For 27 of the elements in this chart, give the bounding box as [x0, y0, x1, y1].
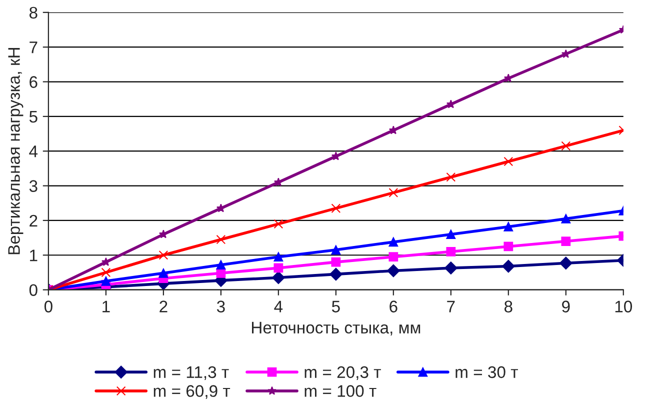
y-tick-label: 3 — [29, 180, 38, 192]
y-tick-label: 0 — [29, 284, 38, 296]
y-axis-title: Вертикальная нагрузка, кН — [8, 48, 24, 254]
x-tick-label: 2 — [160, 300, 168, 312]
y-tick-label: 6 — [30, 76, 38, 88]
legend-label: m = 60,9 т — [154, 385, 230, 399]
x-tick-label: 6 — [390, 300, 398, 312]
y-tick-label: 1 — [30, 250, 38, 262]
x-axis-title: Неточность стыка, мм — [252, 322, 420, 336]
y-tick-label: 2 — [30, 214, 38, 226]
y-tick-label: 4 — [29, 146, 38, 158]
y-tick-label: 5 — [29, 111, 38, 123]
legend-label: m = 20,3 т — [304, 366, 381, 380]
x-tick-label: 0 — [44, 300, 52, 312]
x-tick-label: 8 — [504, 300, 512, 312]
legend-label: m = 30 т — [456, 366, 518, 378]
y-tick-label: 7 — [30, 42, 38, 54]
x-tick-label: 9 — [562, 300, 570, 312]
x-tick-label: 5 — [332, 300, 340, 312]
x-tick-label: 3 — [216, 300, 225, 312]
y-tick-label: 8 — [29, 6, 38, 19]
legend-label: m = 100 т — [304, 385, 376, 397]
legend-label: m = 11,3 т — [154, 366, 229, 380]
x-tick-label: 4 — [274, 300, 283, 312]
x-tick-label: 7 — [447, 300, 455, 312]
x-tick-label: 1 — [102, 300, 110, 312]
x-tick-label: 10 — [615, 300, 632, 312]
